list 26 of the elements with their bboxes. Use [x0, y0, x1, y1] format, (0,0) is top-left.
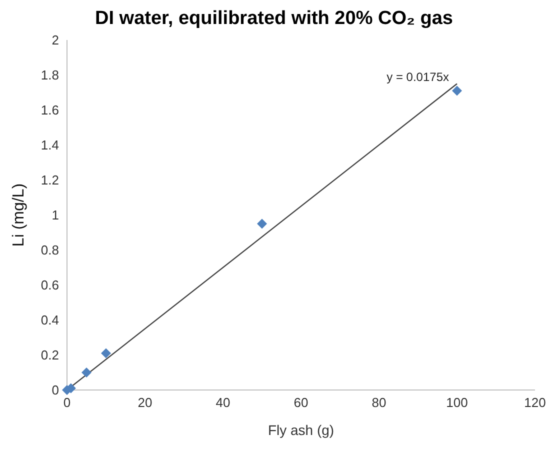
y-tick-label: 1.8 — [40, 68, 59, 83]
y-axis-title: Li (mg/L) — [10, 183, 28, 247]
x-tick-label: 0 — [63, 395, 71, 410]
y-tick-label: 1.2 — [40, 172, 59, 188]
y-tick-label: 0 — [52, 382, 59, 398]
x-tick-label: 100 — [446, 395, 468, 410]
point — [101, 348, 111, 358]
point — [82, 368, 92, 378]
y-tick-label: 1.6 — [40, 102, 59, 118]
x-axis-title: Fly ash (g) — [268, 422, 334, 438]
y-tick-label: 1.4 — [40, 138, 59, 153]
y-tick-label: 0.2 — [40, 348, 59, 363]
x-tick-label: 120 — [524, 395, 546, 410]
point — [452, 86, 462, 96]
x-tick-label: 60 — [294, 395, 308, 410]
y-tick-label: 0.6 — [40, 278, 59, 293]
y-tick-label: 1 — [52, 208, 59, 223]
x-tick-label: 40 — [216, 395, 230, 410]
y-tick-label: 2 — [52, 32, 59, 48]
point — [257, 218, 267, 229]
y-tick-label: 0.8 — [40, 242, 59, 258]
x-tick-label: 20 — [138, 395, 152, 410]
x-tick-label: 80 — [372, 395, 386, 410]
chart-title: DI water, equilibrated with 20% CO₂ gas — [94, 8, 454, 30]
y-tick-label: 0.4 — [40, 312, 59, 328]
annotation: y = 0.0175x — [386, 70, 449, 84]
